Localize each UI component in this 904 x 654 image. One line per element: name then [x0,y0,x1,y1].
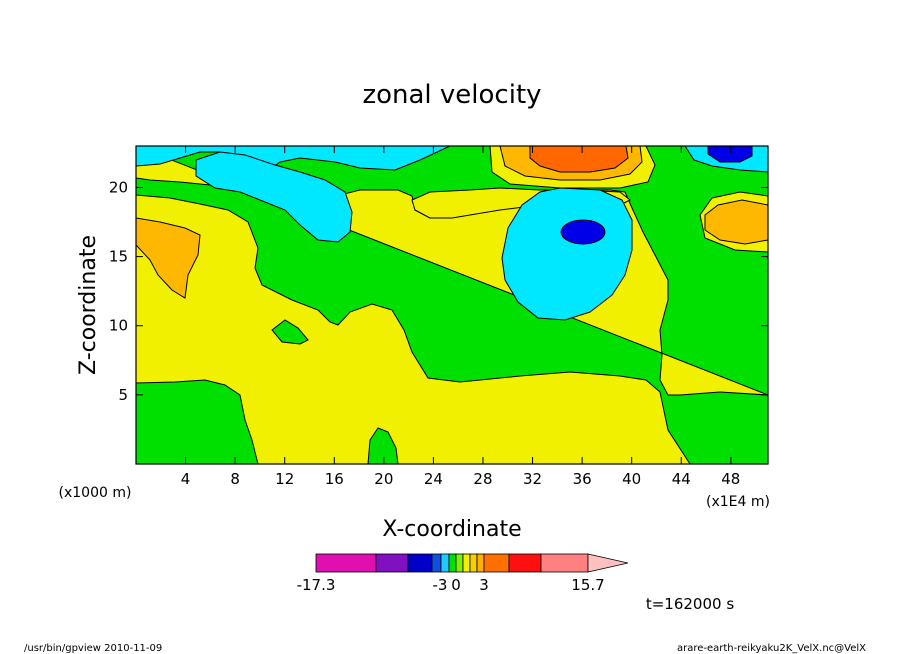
footer-right: arare-earth-reikyaku2K_VelX.nc@VelX [677,643,866,654]
y-tick-label: 20 [109,178,128,196]
colorbar-segment [540,553,589,573]
colorbar-segment [448,553,457,573]
colorbar-segment [375,553,409,573]
colorbar-segment [462,553,471,573]
region-green-lower-left [136,379,259,464]
colorbar-segment [508,553,542,573]
footer-left: /usr/bin/gpview 2010-11-09 [24,643,162,654]
colorbar-segment [455,553,464,573]
x-unit-label: (x1E4 m) [706,494,770,510]
colorbar-segment [431,553,442,573]
x-tick-label: 32 [523,470,542,488]
y-tick-label: 5 [118,386,128,404]
colorbar-tick-label: 0 [451,576,461,594]
region-darkorange-top-center [529,146,629,173]
colorbar-tick-labels: -17.3 -3 0 3 15.7 [297,576,605,594]
x-tick-label: 48 [721,470,740,488]
x-axis-label: X-coordinate [382,517,521,542]
time-label: t=162000 s [646,595,734,613]
x-tick-label: 24 [424,470,443,488]
x-tick-label: 36 [573,470,592,488]
chart-title: zonal velocity [362,80,541,110]
y-axis-ticks: 5 10 15 20 [109,178,768,404]
colorbar-segment [483,553,510,573]
y-axis-label: Z-coordinate [76,235,101,375]
x-tick-label: 44 [672,470,691,488]
x-tick-label: 28 [473,470,492,488]
region-orange-left [136,217,201,299]
region-blue-topright [707,146,753,163]
y-tick-label: 15 [109,248,128,266]
x-tick-label: 40 [622,470,641,488]
colorbar-segment [469,553,478,573]
colorbar [315,553,629,573]
colorbar-tick-label: 3 [479,576,489,594]
x-tick-label: 20 [374,470,393,488]
x-tick-label: 4 [181,470,191,488]
region-blue-center [560,219,606,245]
x-axis-ticks: 4 8 12 16 20 24 28 32 36 40 44 48 [181,146,740,488]
x-tick-label: 8 [230,470,240,488]
colorbar-segment [407,553,433,573]
y-unit-label: (x1000 m) [59,485,132,501]
region-orange-right [704,199,768,245]
x-tick-label: 12 [275,470,294,488]
y-tick-label: 10 [109,317,128,335]
colorbar-tick-label: -17.3 [297,576,336,594]
colorbar-segment [315,553,377,573]
region-cyan-left [195,151,353,243]
colorbar-segment [476,553,485,573]
colorbar-segment [440,553,450,573]
colorbar-arrow [587,553,629,573]
colorbar-tick-label: -3 [433,576,448,594]
plot-frame [135,145,769,465]
region-cyan-center [501,187,633,321]
plot-area [136,146,768,464]
colorbar-tick-label: 15.7 [571,576,604,594]
region-green-island [271,319,309,345]
x-tick-label: 16 [325,470,344,488]
region-green-lower-mid [367,427,399,464]
